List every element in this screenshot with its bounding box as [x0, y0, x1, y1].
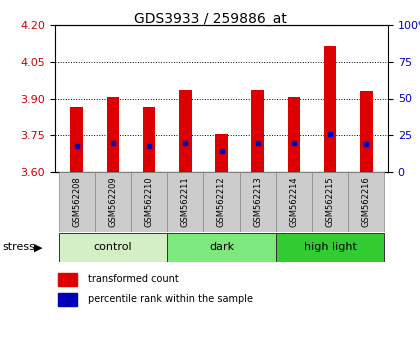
FancyBboxPatch shape [348, 172, 384, 232]
Bar [251, 90, 264, 172]
Text: percentile rank within the sample: percentile rank within the sample [88, 295, 253, 304]
FancyBboxPatch shape [276, 172, 312, 232]
Bar [324, 46, 336, 172]
Text: GSM562212: GSM562212 [217, 177, 226, 227]
FancyBboxPatch shape [239, 172, 276, 232]
Text: GSM562209: GSM562209 [108, 177, 118, 227]
FancyBboxPatch shape [203, 172, 239, 232]
Text: GSM562214: GSM562214 [289, 177, 298, 227]
FancyBboxPatch shape [276, 233, 384, 262]
FancyBboxPatch shape [167, 233, 276, 262]
Text: GSM562211: GSM562211 [181, 177, 190, 227]
Bar [215, 134, 228, 172]
Bar [360, 91, 373, 172]
Bar [58, 273, 76, 286]
FancyBboxPatch shape [59, 172, 95, 232]
Text: high light: high light [304, 242, 357, 252]
Text: GSM562210: GSM562210 [144, 177, 154, 227]
FancyBboxPatch shape [167, 172, 203, 232]
FancyBboxPatch shape [95, 172, 131, 232]
Text: control: control [94, 242, 132, 252]
FancyBboxPatch shape [59, 233, 167, 262]
Text: GSM562208: GSM562208 [72, 177, 81, 227]
Bar [71, 107, 83, 172]
Bar [179, 90, 192, 172]
Bar [107, 97, 119, 172]
Text: ▶: ▶ [34, 242, 43, 252]
Text: transformed count: transformed count [88, 274, 179, 284]
Bar [143, 107, 155, 172]
Bar [58, 293, 76, 306]
Text: GSM562215: GSM562215 [326, 177, 335, 227]
Bar [288, 97, 300, 172]
Text: GDS3933 / 259886_at: GDS3933 / 259886_at [134, 12, 286, 27]
Text: stress: stress [2, 242, 35, 252]
Text: GSM562213: GSM562213 [253, 177, 262, 227]
Text: GSM562216: GSM562216 [362, 177, 371, 227]
Text: dark: dark [209, 242, 234, 252]
FancyBboxPatch shape [312, 172, 348, 232]
FancyBboxPatch shape [131, 172, 167, 232]
